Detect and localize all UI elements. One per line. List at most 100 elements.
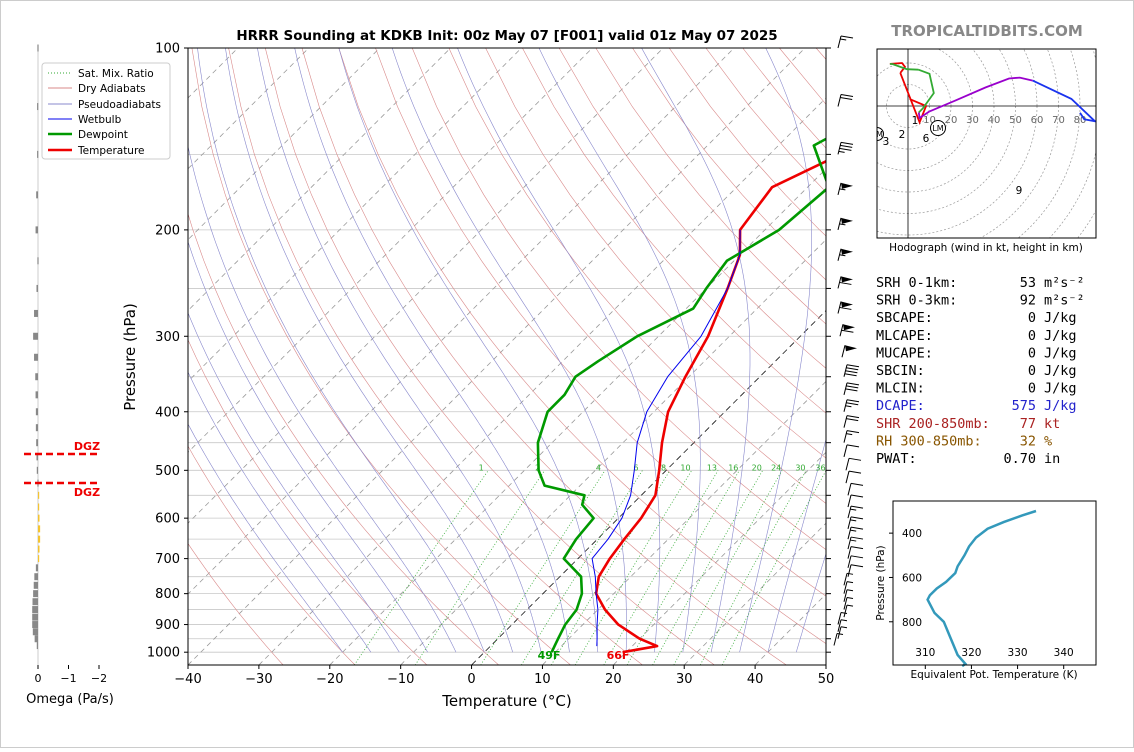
omega-tick-label: −1 <box>60 672 76 685</box>
skewt-x-axis-label: Temperature (°C) <box>441 692 571 710</box>
mixing-ratio-label: 24 <box>771 464 781 473</box>
mixing-ratio-label: 13 <box>707 464 717 473</box>
x-tick-label: −20 <box>316 672 343 687</box>
stat-value: 0 <box>1028 381 1036 397</box>
omega-bar <box>36 564 38 571</box>
x-tick-label: 10 <box>534 672 551 687</box>
theta-e-x-axis-label: Equivalent Pot. Temperature (K) <box>910 669 1077 681</box>
omega-bar <box>32 621 38 628</box>
legend-sat-mix-ratio: Sat. Mix. Ratio <box>78 68 154 80</box>
theta-e-x-tick-label: 320 <box>961 647 981 659</box>
stat-unit: J/kg <box>1044 345 1077 361</box>
omega-axis-label: Omega (Pa/s) <box>26 692 114 707</box>
omega-bar <box>33 598 38 605</box>
stat-value: 0 <box>1028 363 1036 379</box>
omega-bar <box>38 546 40 553</box>
omega-bar <box>37 45 38 52</box>
omega-bar <box>36 285 38 292</box>
hodograph-title: Hodograph (wind in kt, height in km) <box>889 242 1083 254</box>
omega-bar <box>37 467 38 474</box>
y-tick-label: 200 <box>155 223 180 238</box>
x-tick-label: −40 <box>174 672 201 687</box>
omega-tick-label: −2 <box>91 672 107 685</box>
x-tick-label: 0 <box>467 672 475 687</box>
stat-label: PWAT: <box>876 451 917 467</box>
hodograph-ring-label: 30 <box>966 115 979 126</box>
omega-bar <box>37 151 38 158</box>
omega-bar <box>35 635 38 642</box>
y-tick-label: 500 <box>155 464 180 479</box>
mixing-ratio-label: 36 <box>815 464 825 473</box>
mixing-ratio-label: 10 <box>680 464 690 473</box>
stat-unit: J/kg <box>1044 363 1077 379</box>
legend-pseudoadiabats: Pseudoadiabats <box>78 99 161 111</box>
legend-dewpoint: Dewpoint <box>78 129 128 141</box>
legend-wetbulb: Wetbulb <box>78 114 122 126</box>
y-tick-label: 400 <box>155 405 180 420</box>
y-tick-label: 600 <box>155 512 180 527</box>
mixing-ratio-label: 8 <box>661 464 666 473</box>
x-tick-label: 40 <box>747 672 764 687</box>
mixing-ratio-label: 30 <box>795 464 805 473</box>
hodograph-ring-label: 70 <box>1052 115 1065 126</box>
stat-label: RH 300-850mb: <box>876 433 982 449</box>
y-tick-label: 300 <box>155 330 180 345</box>
stat-value: 575 <box>1012 398 1036 414</box>
stat-label: SRH 0-1km: <box>876 275 957 291</box>
omega-bar <box>33 590 38 597</box>
stat-unit: m²s⁻² <box>1044 275 1085 291</box>
omega-bar <box>34 582 38 589</box>
stat-value: 0.70 <box>1003 451 1036 467</box>
stat-unit: J/kg <box>1044 381 1077 397</box>
theta-e-y-tick-label: 600 <box>902 572 922 584</box>
stat-unit: kt <box>1044 416 1060 432</box>
hodograph-height-label: 9 <box>1016 185 1023 197</box>
legend-temperature: Temperature <box>77 145 145 157</box>
omega-bar <box>34 354 38 361</box>
stat-label: SBCIN: <box>876 363 925 379</box>
hodograph-ring-label: 50 <box>1009 115 1022 126</box>
mixing-ratio-label: 4 <box>596 464 601 473</box>
legend-dry-adiabats: Dry Adiabats <box>78 83 146 95</box>
stat-label: DCAPE: <box>876 398 925 414</box>
y-tick-label: 1000 <box>147 646 180 661</box>
omega-bar <box>32 606 38 613</box>
omega-bar <box>36 408 38 415</box>
storm-marker-lm-label: LM <box>932 124 943 133</box>
skewt-y-axis-label: Pressure (hPa) <box>121 303 139 411</box>
x-tick-label: 50 <box>818 672 835 687</box>
stat-unit: in <box>1044 451 1060 467</box>
stat-label: SBCAPE: <box>876 310 933 326</box>
omega-bar <box>36 391 38 398</box>
stat-label: MLCIN: <box>876 381 925 397</box>
theta-e-x-tick-label: 340 <box>1054 647 1074 659</box>
x-tick-label: −10 <box>387 672 414 687</box>
omega-bar <box>36 191 38 198</box>
stat-unit: % <box>1044 433 1052 449</box>
stat-value: 77 <box>1020 416 1036 432</box>
stat-label: SRH 0-3km: <box>876 293 957 309</box>
omega-bar <box>33 628 38 635</box>
y-tick-label: 700 <box>155 552 180 567</box>
omega-bar <box>38 515 40 522</box>
hodograph-ring-label: 80 <box>1074 115 1087 126</box>
watermark: TROPICALTIDBITS.COM <box>891 22 1083 40</box>
theta-e-y-tick-label: 400 <box>902 528 922 540</box>
chart-title: HRRR Sounding at KDKB Init: 00z May 07 [… <box>236 28 777 44</box>
hodograph-height-label: 2 <box>899 129 906 141</box>
dgz-top-label: DGZ <box>74 440 100 453</box>
omega-bar <box>37 103 38 110</box>
omega-bar <box>38 492 39 499</box>
stat-label: MUCAPE: <box>876 345 933 361</box>
legend: Sat. Mix. Ratio Dry Adiabats Pseudoadiab… <box>42 63 170 159</box>
omega-bar <box>35 373 38 380</box>
omega-bar <box>36 424 38 431</box>
stat-label: SHR 200-850mb: <box>876 416 990 432</box>
stat-value: 92 <box>1020 293 1036 309</box>
stat-unit: J/kg <box>1044 310 1077 326</box>
stat-unit: m²s⁻² <box>1044 293 1085 309</box>
omega-bar <box>36 439 38 446</box>
omega-bar <box>37 257 38 264</box>
